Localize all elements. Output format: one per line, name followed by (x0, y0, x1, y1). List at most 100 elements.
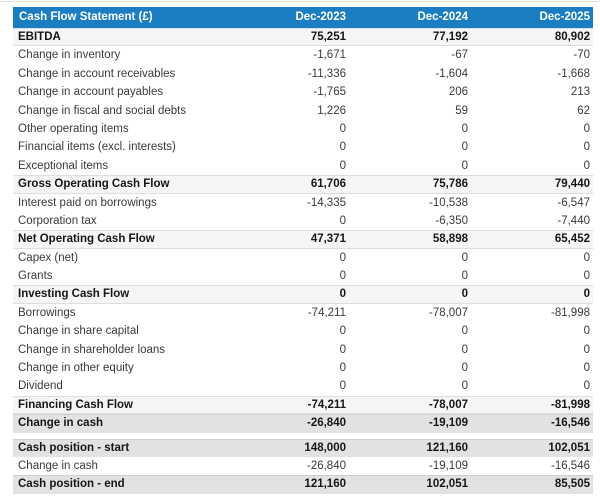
row-value: 0 (339, 159, 346, 172)
row-value: 0 (461, 380, 468, 393)
row-value: -78,007 (428, 398, 468, 411)
row-label: Gross Operating Cash Flow (18, 178, 170, 191)
row-value: 0 (461, 122, 468, 135)
table-row: Cash position - start 148,000 121,160 102,0… (13, 438, 593, 457)
row-value: 0 (461, 141, 468, 154)
row-value: 1,226 (317, 104, 346, 117)
row-value: 62 (577, 104, 590, 117)
row-value: -81,998 (550, 398, 590, 411)
row-value: 0 (583, 251, 590, 264)
row-value: 80,902 (554, 31, 590, 43)
table-row: Change in account receivables -11,336 -1,6… (13, 64, 593, 84)
table-row: Corporation tax 0 -6,350 -7,440 (13, 211, 593, 231)
row-label: Financial items (excl. interests) (18, 141, 176, 154)
row-value: -1,671 (313, 49, 346, 62)
table-row: Cash position - end 121,160 102,051 85,505 (13, 475, 593, 494)
table-row: Exceptional items 0 0 0 (13, 156, 593, 176)
row-value: 77,192 (432, 31, 468, 43)
row-value: 59 (455, 104, 468, 117)
cash-position-summary: Cash position - start 148,000 121,160 102,0… (13, 438, 593, 494)
row-value: 75,786 (432, 178, 468, 191)
row-value: 0 (583, 343, 590, 356)
row-label: Investing Cash Flow (18, 288, 130, 301)
row-label: Change in cash (18, 459, 98, 472)
section-gap (13, 432, 593, 439)
column-header-dec-2025: Dec-2025 (539, 11, 590, 23)
row-label: Corporation tax (18, 214, 97, 227)
table-header-row: Cash Flow Statement (£) Dec-2023 Dec-202… (13, 7, 593, 28)
row-value: 61,706 (310, 178, 346, 191)
table-row: Interest paid on borrowings -14,335 -10,53… (13, 193, 593, 212)
row-value: 0 (339, 214, 346, 227)
row-value: 0 (461, 159, 468, 172)
table-row: Change in inventory -1,671 -67 -70 (13, 46, 593, 65)
row-value: -70 (573, 49, 590, 62)
table-row: Borrowings -74,211 -78,007 -81,998 (13, 303, 593, 323)
row-value: -81,998 (550, 306, 590, 319)
row-value: -16,546 (550, 459, 590, 472)
row-value: -78,007 (428, 306, 468, 319)
row-value: 148,000 (304, 441, 346, 454)
row-label: Change in fiscal and social debts (18, 104, 187, 117)
row-value: -74,211 (307, 306, 346, 319)
table-row: Change in cash -26,840 -19,109 -16,546 (13, 414, 593, 433)
row-value: -6,547 (557, 196, 590, 209)
row-value: 0 (583, 288, 590, 301)
row-label: Change in share capital (18, 325, 139, 338)
row-value: 58,898 (432, 233, 468, 246)
row-value: -10,538 (428, 196, 468, 209)
row-label: Other operating items (18, 122, 129, 135)
row-value: 121,160 (304, 478, 346, 491)
row-value: 0 (339, 380, 346, 393)
row-value: 0 (461, 343, 468, 356)
row-value: 0 (461, 251, 468, 264)
table-row: Financing Cash Flow -74,211 -78,007 -81,998 (13, 395, 593, 415)
row-value: 0 (461, 325, 468, 338)
row-label: Change in inventory (18, 49, 121, 62)
row-value: -19,109 (428, 459, 468, 472)
row-value: 47,371 (310, 233, 346, 246)
row-label: Borrowings (18, 306, 76, 319)
row-label: EBITDA (18, 31, 61, 43)
row-value: -19,109 (428, 417, 468, 430)
column-header-dec-2024: Dec-2024 (417, 11, 468, 23)
table-row: Investing Cash Flow 0 0 0 (13, 285, 593, 304)
row-label: Change in cash (18, 417, 103, 430)
row-value: 0 (583, 380, 590, 393)
row-value: 0 (461, 362, 468, 375)
row-label: Cash position - end (18, 478, 125, 491)
table-row: Change in fiscal and social debts 1,226 59… (13, 101, 593, 120)
row-value: 0 (339, 270, 346, 283)
row-value: 65,452 (554, 233, 590, 246)
top-divider (0, 1, 600, 2)
row-value: 85,505 (554, 478, 590, 491)
table-row: EBITDA 75,251 77,192 80,902 (13, 28, 593, 47)
row-label: Exceptional items (18, 159, 109, 172)
row-label: Interest paid on borrowings (18, 196, 157, 209)
row-value: 206 (448, 86, 468, 99)
row-value: -6,350 (435, 214, 468, 227)
row-label: Dividend (18, 380, 63, 393)
row-label: Change in account payables (18, 86, 164, 99)
row-value: 102,051 (426, 478, 468, 491)
row-value: 0 (461, 288, 468, 301)
row-value: -11,336 (307, 67, 346, 80)
table-row: Other operating items 0 0 0 (13, 119, 593, 139)
row-label: Grants (18, 270, 53, 283)
row-value: 0 (339, 251, 346, 264)
row-label: Net Operating Cash Flow (18, 233, 155, 246)
table-row: Net Operating Cash Flow 47,371 58,898 65,45… (13, 230, 593, 249)
row-value: -1,765 (313, 86, 346, 99)
table-row: Change in other equity 0 0 0 (13, 359, 593, 378)
row-label: Financing Cash Flow (18, 398, 134, 411)
row-value: 0 (583, 362, 590, 375)
table-row: Grants 0 0 0 (13, 267, 593, 286)
row-value: -67 (451, 49, 468, 62)
row-value: 0 (461, 270, 468, 283)
table-row: Capex (net) 0 0 0 (13, 248, 593, 268)
row-value: 79,440 (554, 178, 590, 191)
row-label: Change in other equity (18, 362, 134, 375)
row-value: 0 (583, 122, 590, 135)
table-row: Change in shareholder loans 0 0 0 (13, 340, 593, 360)
row-value: -16,546 (550, 417, 590, 430)
